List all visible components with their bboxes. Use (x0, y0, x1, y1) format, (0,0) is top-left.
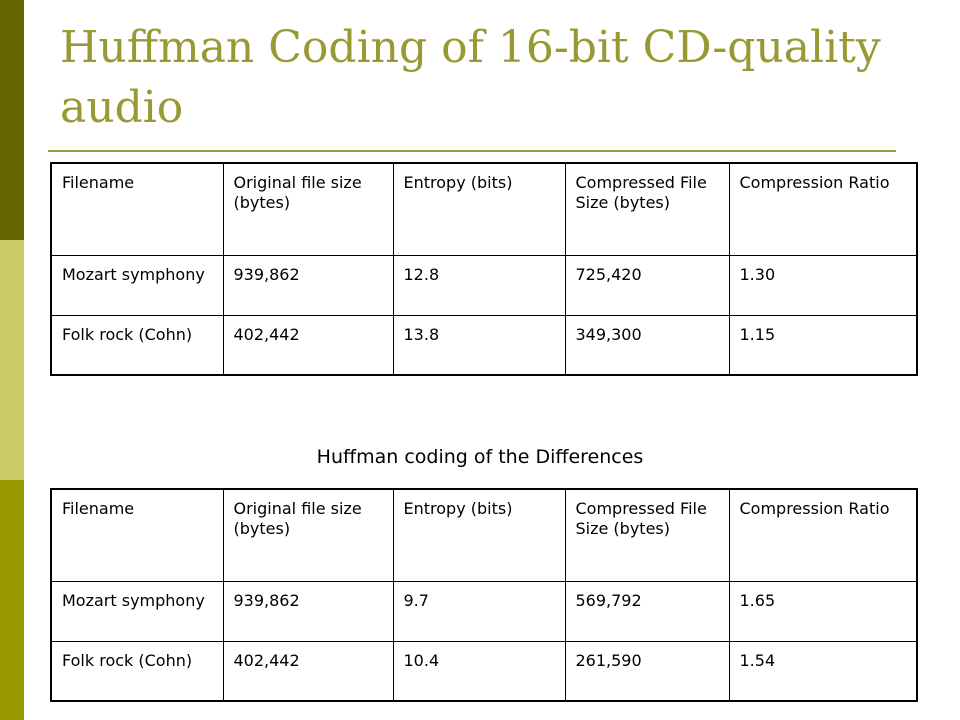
sidebar-segment-top (0, 0, 24, 240)
table-row: Folk rock (Cohn) 402,442 13.8 349,300 1.… (50, 314, 918, 376)
header-compressed-size: Compressed File Size (bytes) (564, 488, 730, 582)
header-filename: Filename (50, 162, 224, 256)
header-entropy: Entropy (bits) (392, 488, 566, 582)
title-divider (48, 150, 896, 152)
table-header-row: Filename Original file size (bytes) Entr… (50, 488, 918, 582)
table-row: Mozart symphony 939,862 9.7 569,792 1.65 (50, 580, 918, 642)
table-row: Folk rock (Cohn) 402,442 10.4 261,590 1.… (50, 640, 918, 702)
cell-original-size: 939,862 (222, 254, 394, 316)
cell-compression-ratio: 1.65 (728, 580, 918, 642)
header-compression-ratio: Compression Ratio (728, 162, 918, 256)
table-header-row: Filename Original file size (bytes) Entr… (50, 162, 918, 256)
cell-compressed-size: 349,300 (564, 314, 730, 376)
cell-entropy: 10.4 (392, 640, 566, 702)
sidebar-accent-bar (0, 0, 24, 720)
cell-entropy: 13.8 (392, 314, 566, 376)
cell-original-size: 939,862 (222, 580, 394, 642)
header-compressed-size: Compressed File Size (bytes) (564, 162, 730, 256)
huffman-audio-table: Filename Original file size (bytes) Entr… (50, 162, 918, 376)
cell-entropy: 12.8 (392, 254, 566, 316)
cell-filename: Folk rock (Cohn) (50, 640, 224, 702)
cell-compression-ratio: 1.54 (728, 640, 918, 702)
table-row: Mozart symphony 939,862 12.8 725,420 1.3… (50, 254, 918, 316)
header-original-size: Original file size (bytes) (222, 488, 394, 582)
cell-filename: Mozart symphony (50, 580, 224, 642)
cell-compressed-size: 725,420 (564, 254, 730, 316)
differences-caption: Huffman coding of the Differences (316, 446, 644, 468)
cell-filename: Folk rock (Cohn) (50, 314, 224, 376)
cell-compressed-size: 261,590 (564, 640, 730, 702)
header-entropy: Entropy (bits) (392, 162, 566, 256)
header-compression-ratio: Compression Ratio (728, 488, 918, 582)
cell-compression-ratio: 1.30 (728, 254, 918, 316)
cell-original-size: 402,442 (222, 314, 394, 376)
cell-filename: Mozart symphony (50, 254, 224, 316)
sidebar-segment-middle (0, 240, 24, 480)
cell-compressed-size: 569,792 (564, 580, 730, 642)
cell-entropy: 9.7 (392, 580, 566, 642)
cell-original-size: 402,442 (222, 640, 394, 702)
cell-compression-ratio: 1.15 (728, 314, 918, 376)
header-original-size: Original file size (bytes) (222, 162, 394, 256)
huffman-differences-table: Filename Original file size (bytes) Entr… (50, 488, 918, 702)
slide-title: Huffman Coding of 16-bit CD-quality audi… (60, 22, 881, 133)
sidebar-segment-bottom (0, 480, 24, 720)
header-filename: Filename (50, 488, 224, 582)
